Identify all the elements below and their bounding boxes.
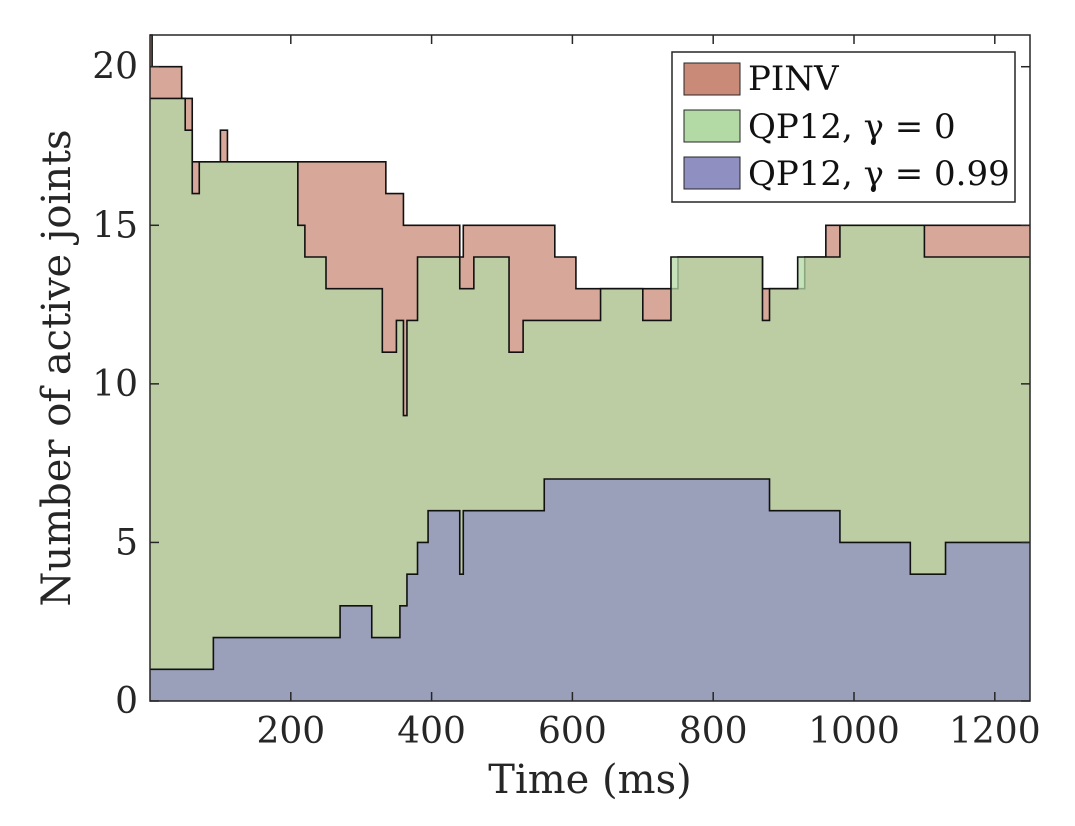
- x-tick-label: 400: [397, 711, 466, 752]
- series-area-2: [150, 479, 1030, 701]
- legend-swatch-pinv: [683, 62, 741, 96]
- y-tick-label: 5: [115, 522, 138, 563]
- y-tick-label: 10: [92, 364, 138, 405]
- y-tick-label: 15: [92, 205, 138, 246]
- plot-frame: [149, 34, 1031, 702]
- axes: 200 400 600 800 1000 1200 0 5 10 15 20: [92, 35, 1041, 752]
- x-tick-label: 600: [538, 711, 607, 752]
- legend-label-qp12-gamma-099: QP12, γ = 0.99: [748, 154, 1010, 194]
- series-outline-2: [150, 478, 1030, 671]
- y-tick-label: 20: [92, 47, 138, 88]
- legend-swatch-qp12-gamma-099: [683, 156, 741, 190]
- legend: PINV QP12, γ = 0 QP12, γ = 0.99: [671, 51, 1016, 203]
- legend-swatch-qp12-gamma-0: [683, 109, 741, 143]
- legend-label-qp12-gamma-0: QP12, γ = 0: [748, 107, 956, 147]
- y-tick-label: 0: [115, 681, 138, 722]
- fill-layer: [150, 34, 1030, 701]
- x-tick-label: 800: [679, 711, 748, 752]
- x-tick-label: 1000: [808, 711, 900, 752]
- y-axis-title: Number of active joints: [34, 129, 80, 606]
- x-axis-title: Time (ms): [488, 757, 691, 803]
- x-tick-label: 200: [256, 711, 325, 752]
- legend-label-pinv: PINV: [748, 59, 840, 99]
- series-outline-1: [150, 97, 1030, 417]
- x-tick-label: 1200: [949, 711, 1041, 752]
